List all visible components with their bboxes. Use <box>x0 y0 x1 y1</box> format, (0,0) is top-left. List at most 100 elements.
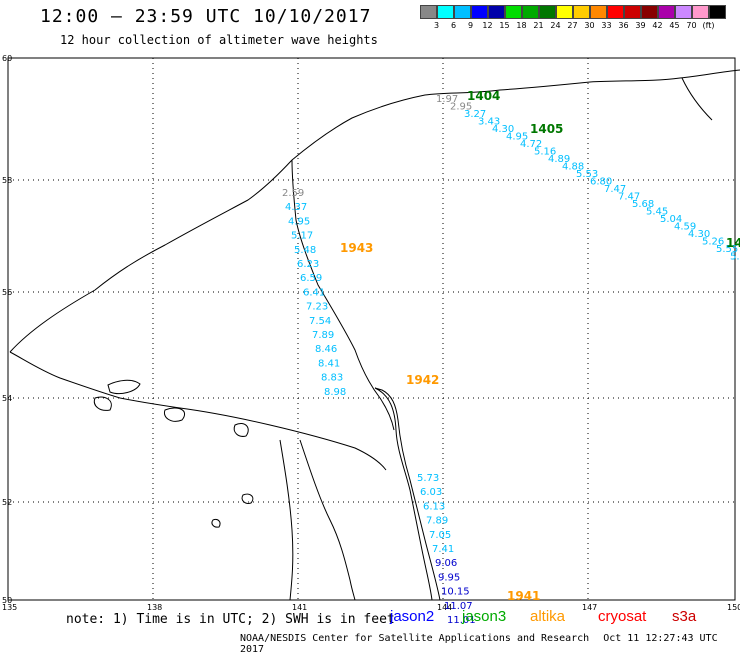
wave-height-value: 4.72 <box>520 139 542 150</box>
lake-3 <box>211 519 221 528</box>
legend-swatch <box>573 5 590 19</box>
map-frame <box>7 57 736 601</box>
wave-height-value: 5.16 <box>534 147 556 158</box>
legend-label: 3 <box>433 21 440 30</box>
legend-swatches <box>420 5 726 19</box>
wave-height-value: 4.30 <box>688 229 710 240</box>
pass-time-label: 1941 <box>507 589 540 603</box>
lon-label: 135 <box>2 603 17 612</box>
legend-swatch <box>471 5 488 19</box>
credit-text: NOAA/NESDIS Center for Satellite Applica… <box>240 633 590 644</box>
wave-height-value: 3.43 <box>478 117 500 128</box>
wave-height-value: 4.59 <box>674 222 696 233</box>
wave-height-value: 7.47 <box>604 184 626 195</box>
wave-height-value: 8.98 <box>324 387 346 398</box>
lake-2 <box>241 493 254 504</box>
legend-swatch <box>539 5 556 19</box>
wave-height-value: 5.04 <box>660 214 682 225</box>
wave-height-value: 6.13 <box>423 501 445 512</box>
pass-time-label: 1942 <box>406 373 439 387</box>
legend-label: 6 <box>450 21 457 30</box>
legend-swatch <box>420 5 437 19</box>
wave-height-value: 7.89 <box>426 516 448 527</box>
wave-height-value: 9.06 <box>435 558 457 569</box>
wave-height-value: 4.30 <box>492 124 514 135</box>
wave-height-value: 5.17 <box>291 231 313 242</box>
lon-label: 138 <box>147 603 162 612</box>
legend-label: 9 <box>467 21 474 30</box>
legend-label: 30 <box>584 21 595 30</box>
wave-height-value: 9.95 <box>438 572 460 583</box>
lat-label: 60 <box>2 54 12 63</box>
legend-label: 12 <box>482 21 493 30</box>
wave-height-value: 7.54 <box>309 316 331 327</box>
lat-label: 52 <box>2 498 12 507</box>
sat-jason3: jason3 <box>462 608 507 625</box>
shantar-islands <box>107 379 141 395</box>
wave-height-value: 8.83 <box>321 373 343 384</box>
legend-swatch <box>590 5 607 19</box>
lat-label: 58 <box>2 176 12 185</box>
wave-height-value: 4.88 <box>562 162 584 173</box>
wave-height-value: 6.23 <box>297 259 319 270</box>
wave-height-value: 4.95 <box>288 216 310 227</box>
footer-note: note: 1) Time is in UTC; 2) SWH is in fe… <box>66 612 395 627</box>
legend-swatch <box>692 5 709 19</box>
pass-time-label: 1405 <box>530 122 563 136</box>
legend-swatch <box>658 5 675 19</box>
legend-label: 70 <box>686 21 697 30</box>
wave-height-value: 6.03 <box>420 487 442 498</box>
wave-height-value: 5.73 <box>417 473 439 484</box>
wave-height-value: 6.80 <box>590 177 612 188</box>
legend-swatch <box>488 5 505 19</box>
coastline-north <box>9 69 740 353</box>
wave-height-value: 3.27 <box>464 109 486 120</box>
wave-height-value: 7.23 <box>306 302 328 313</box>
legend-label: 27 <box>567 21 578 30</box>
coastline-southwest <box>9 351 387 471</box>
wave-height-value: 7.05 <box>429 530 451 541</box>
wave-height-value: 2.59 <box>282 188 304 199</box>
wave-height-value: 4.37 <box>285 202 307 213</box>
lat-label: 54 <box>2 394 12 403</box>
lon-label: 150 <box>727 603 740 612</box>
wave-height-value: 4.95 <box>506 132 528 143</box>
legend-swatch <box>556 5 573 19</box>
lat-label: 50 <box>2 596 12 605</box>
island-3 <box>163 407 186 422</box>
sakhalin-island <box>374 387 441 601</box>
river-1 <box>299 439 356 601</box>
sat-cryosat: cryosat <box>598 608 647 625</box>
sat-altika: altika <box>530 608 566 625</box>
pass-time-label: 1404 <box>467 89 500 103</box>
pass-time-label: 1943 <box>340 241 373 255</box>
legend-label: 18 <box>516 21 527 30</box>
time-labels: 1404 1405 14 1943 1942 1941 <box>340 89 740 603</box>
legend-swatch <box>641 5 658 19</box>
legend-label: 42 <box>652 21 663 30</box>
legend-swatch <box>505 5 522 19</box>
wave-height-value: 8.46 <box>315 344 337 355</box>
lon-label: 141 <box>292 603 307 612</box>
wave-height-value: 11.07 <box>444 601 473 612</box>
wave-height-value: 11.01 <box>447 615 476 626</box>
lon-label: 147 <box>582 603 597 612</box>
wave-height-value: 5.48 <box>294 245 316 256</box>
legend-swatch <box>454 5 471 19</box>
legend-label: 24 <box>550 21 561 30</box>
legend-swatch <box>675 5 692 19</box>
lake-1 <box>233 422 249 437</box>
legend-label: 45 <box>669 21 680 30</box>
altimeter-points: 2.59 4.37 4.95 5.17 5.48 6.23 6.59 6.41 7.23 7.54… <box>282 94 740 626</box>
wave-height-value: 8.41 <box>318 358 340 369</box>
wave-height-value: 4.89 <box>548 154 570 165</box>
lon-label: 144 <box>437 603 452 612</box>
wave-height-value: 5.55 <box>716 244 738 255</box>
coastline-mainland <box>291 159 395 431</box>
page-title: 12:00 – 23:59 UTC 10/10/2017 <box>40 6 372 27</box>
wave-height-value: 10.15 <box>441 587 470 598</box>
page-subtitle: 12 hour collection of altimeter wave hei… <box>60 33 378 47</box>
wave-height-value: 5.53 <box>576 169 598 180</box>
legend-label: (ft) <box>702 21 715 30</box>
